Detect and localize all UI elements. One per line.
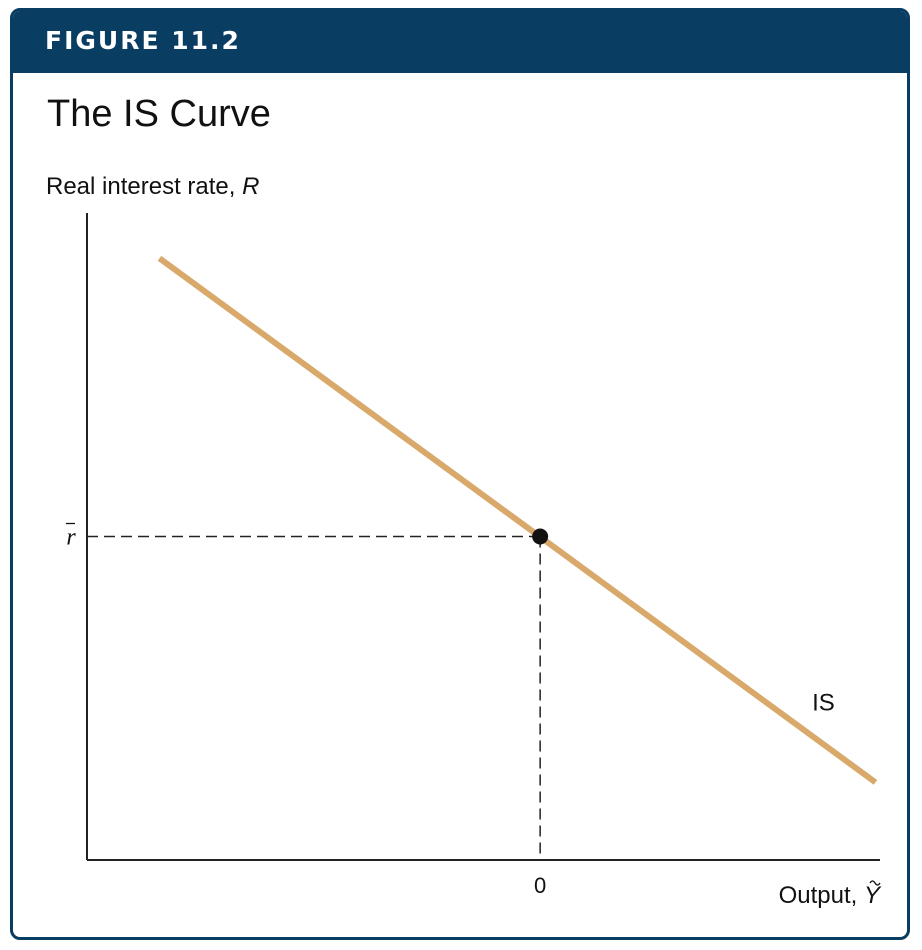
x-axis-variable: Y — [864, 882, 882, 909]
x-axis-title: Output, Y — [779, 882, 882, 909]
x-tick-label: 0 — [534, 873, 546, 898]
series-layer: IS — [157, 255, 878, 785]
tick-labels: 0r — [66, 522, 546, 898]
figure-label: FIGURE 11.2 — [45, 26, 241, 55]
figure-frame: FIGURE 11.2 The IS Curve — [10, 8, 910, 940]
y-axis-variable: R — [242, 173, 259, 200]
figure-title: The IS Curve — [47, 93, 271, 135]
figure-header: FIGURE 11.2 — [13, 11, 907, 73]
is-curve-label: IS — [812, 689, 835, 716]
y-axis-title: Real interest rate, R — [46, 173, 259, 200]
guide-lines — [87, 535, 541, 860]
y-tick-label: r — [66, 525, 76, 551]
x-axis-title-text: Output, — [779, 882, 864, 909]
equilibrium-point — [532, 528, 549, 545]
y-axis-title-text: Real interest rate, — [46, 173, 242, 200]
is-curve-line — [157, 255, 878, 785]
x-axis-variable-tilde — [869, 880, 881, 886]
